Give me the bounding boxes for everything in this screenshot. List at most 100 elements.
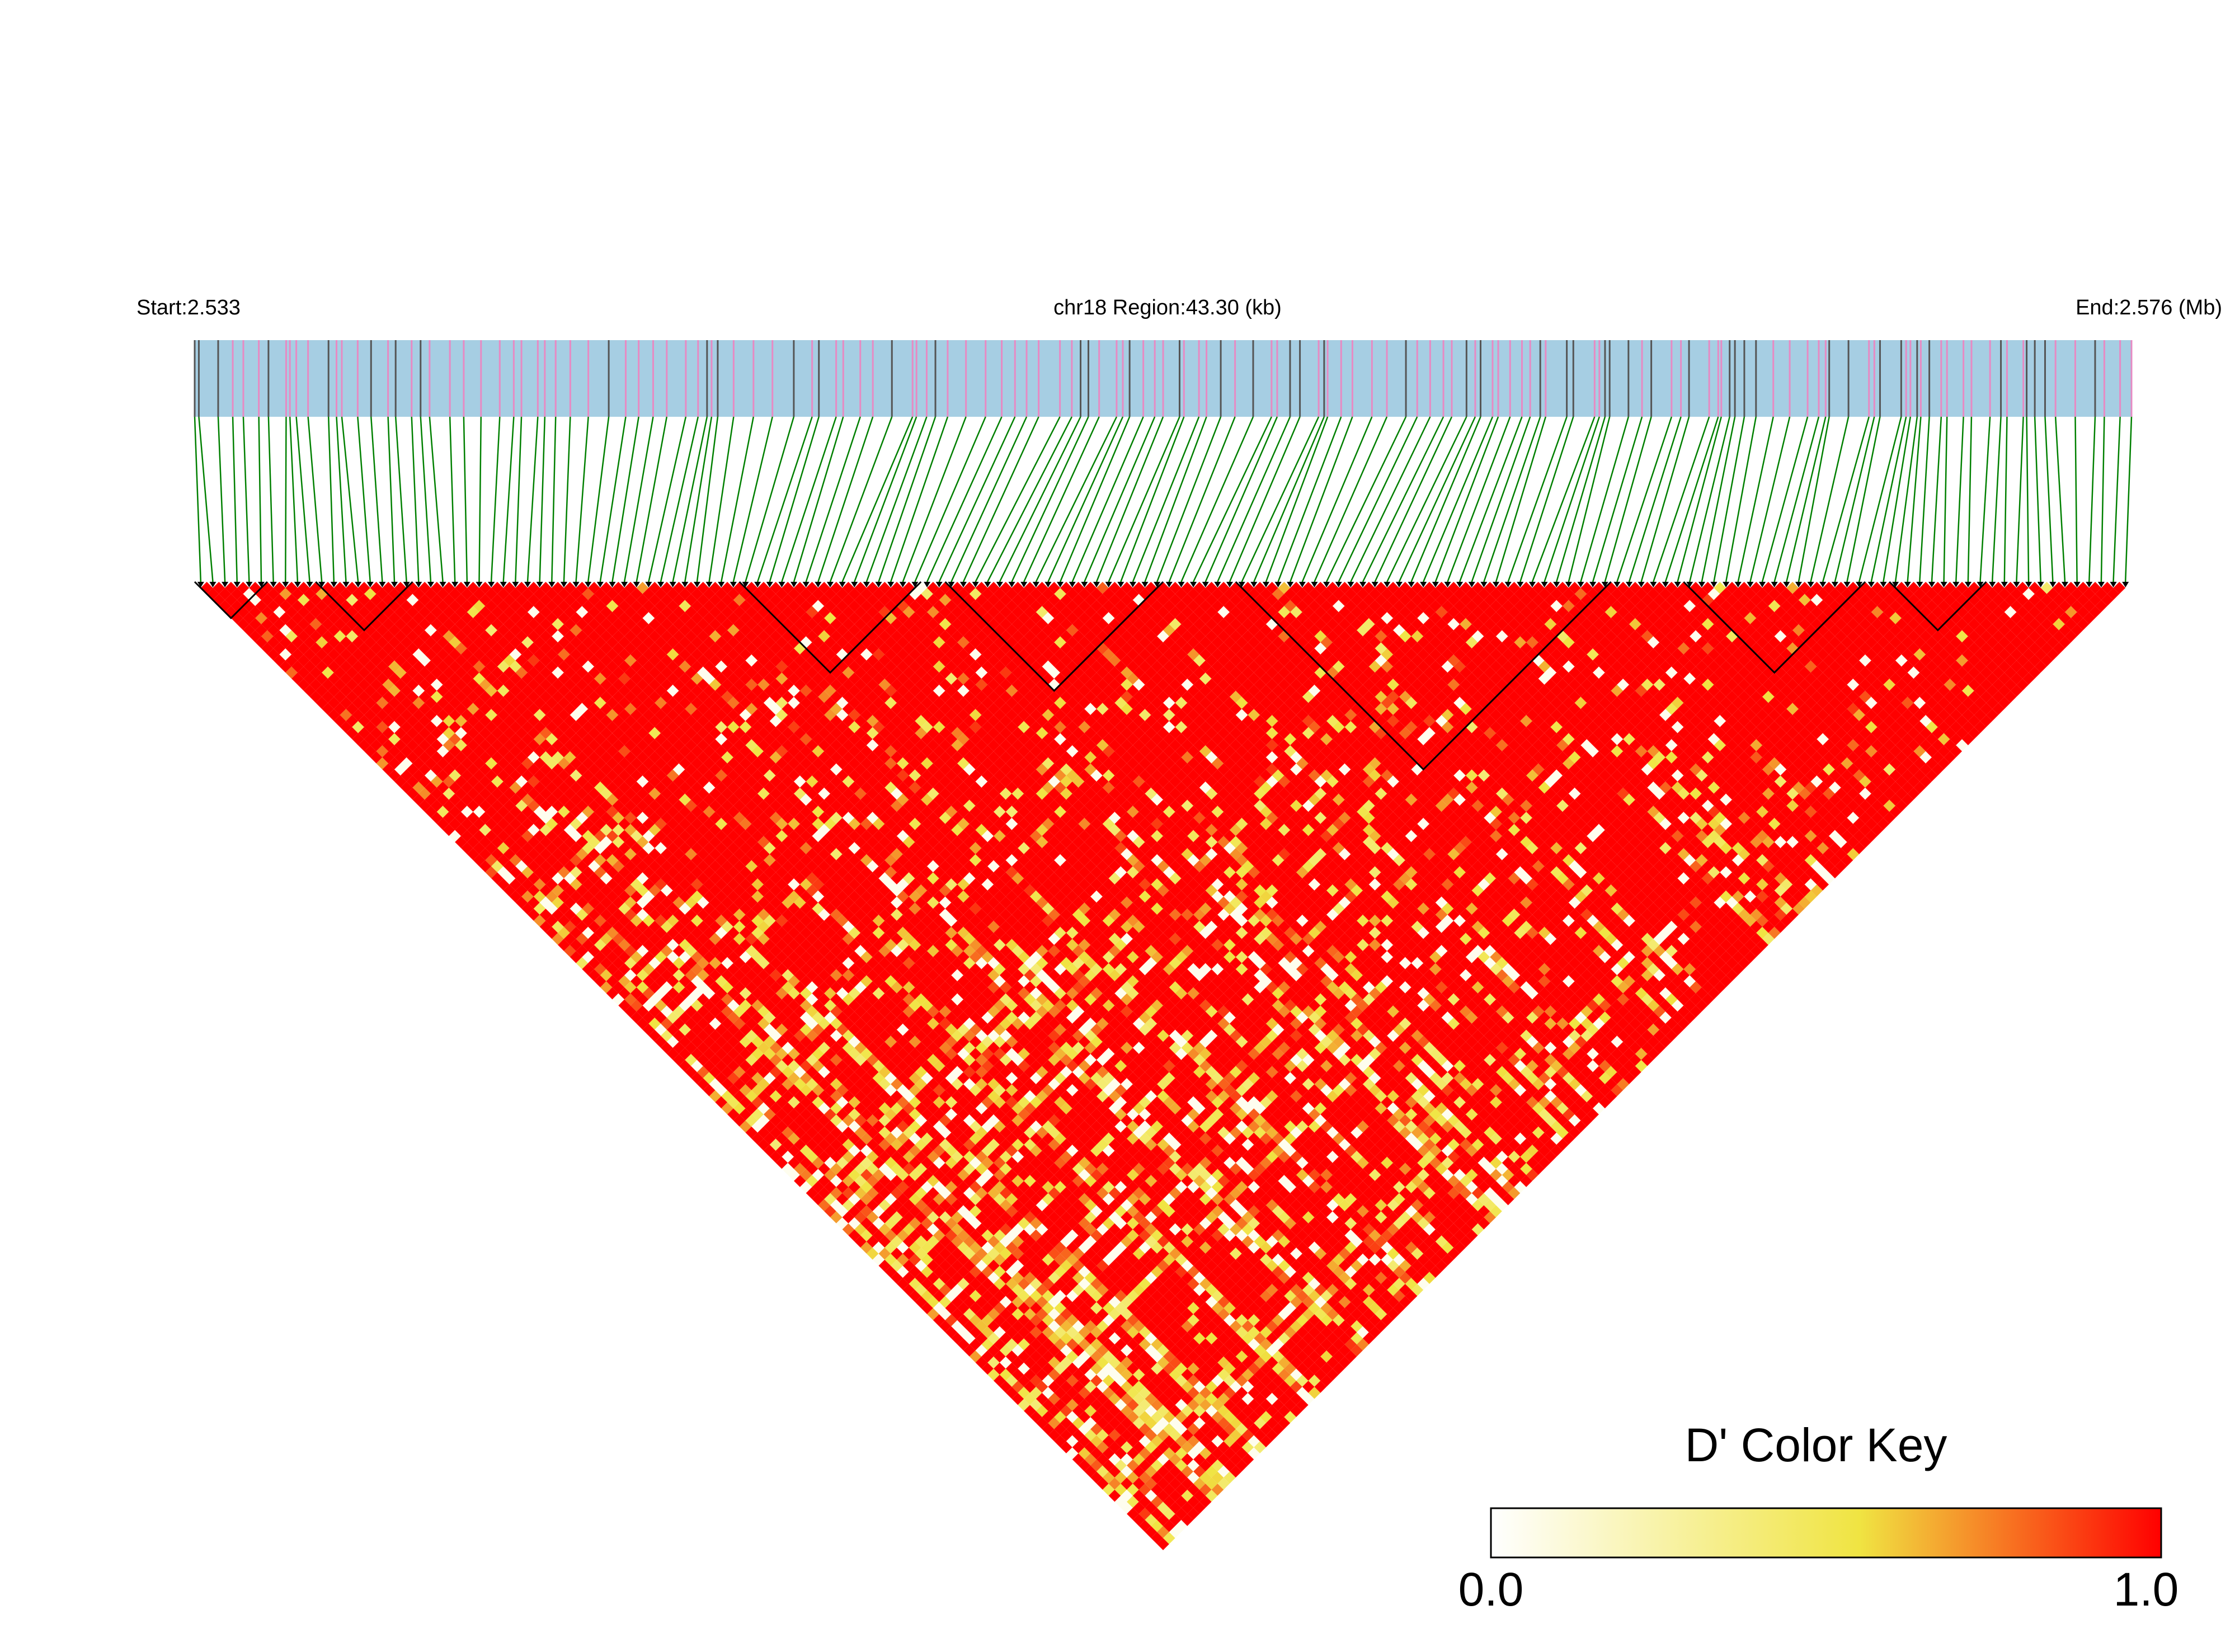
ld-cell	[528, 896, 540, 909]
snp-connector	[914, 416, 986, 582]
snp-connector	[2124, 416, 2133, 582]
ld-cell	[606, 950, 619, 963]
ld-cell	[666, 1048, 679, 1060]
snp-connector	[987, 416, 1072, 582]
snp-connector	[1894, 416, 1918, 582]
snp-marker	[1589, 582, 1597, 587]
snp-marker	[839, 582, 846, 587]
ld-cell	[751, 1108, 764, 1121]
ld-cell	[467, 812, 479, 824]
ld-cell	[297, 654, 310, 667]
ld-cell	[412, 793, 425, 806]
snp-marker	[366, 582, 374, 587]
ld-cell	[491, 812, 504, 824]
ld-cell	[999, 1320, 1012, 1333]
ld-cell	[497, 866, 510, 879]
ld-cell	[999, 1356, 1012, 1369]
ld-cell	[945, 1278, 958, 1290]
snp-marker	[258, 582, 265, 587]
ld-cell	[449, 830, 462, 843]
snp-connector	[756, 416, 813, 582]
snp-marker	[718, 582, 725, 587]
ld-cell	[533, 915, 546, 927]
ld-cell	[994, 1362, 1006, 1375]
ld-cell	[963, 1283, 976, 1296]
snp-connector	[2112, 416, 2121, 582]
ld-cell	[854, 1199, 867, 1212]
snp-connector	[829, 416, 893, 582]
ld-cell	[945, 1302, 958, 1315]
ld-cell	[406, 775, 419, 788]
ld-cell	[430, 812, 443, 824]
ld-cell	[449, 769, 462, 782]
ld-cell	[782, 1102, 794, 1115]
ld-cell	[630, 950, 643, 963]
ld-cell	[1066, 1399, 1079, 1411]
snp-marker	[1541, 582, 1548, 587]
snp-marker	[1674, 582, 1681, 587]
ld-cell	[769, 1138, 782, 1151]
snp-marker	[2086, 582, 2093, 587]
ld-cell	[788, 1156, 800, 1169]
ld-cell	[1005, 1375, 1018, 1387]
ld-cell	[782, 1126, 794, 1139]
ld-cell	[406, 763, 419, 776]
snp-marker	[500, 582, 507, 587]
ld-cell	[418, 751, 431, 764]
ld-cell	[951, 1283, 963, 1296]
ld-cell	[358, 679, 370, 691]
snp-connector	[1737, 416, 1774, 582]
snp-connector	[1713, 416, 1745, 582]
snp-marker	[705, 582, 713, 587]
ld-cell	[951, 1320, 963, 1333]
snp-marker	[1178, 582, 1185, 587]
snp-connector	[267, 416, 274, 582]
ld-cell	[461, 817, 473, 830]
ld-cell	[709, 1042, 722, 1054]
ld-cell	[558, 915, 570, 927]
ld-cell	[824, 1193, 836, 1206]
snp-marker	[1032, 582, 1039, 587]
ld-cell	[316, 648, 328, 661]
ld-cell	[364, 696, 377, 709]
ld-cell	[648, 993, 661, 1006]
ld-cell	[969, 1302, 982, 1315]
ld-cell	[606, 926, 619, 939]
ld-cell	[273, 618, 286, 630]
ld-cell	[655, 975, 667, 987]
snp-marker	[1734, 582, 1742, 587]
ld-cell	[418, 739, 431, 751]
ld-heatmap	[200, 582, 2126, 1550]
ld-cell	[225, 582, 237, 594]
ld-cell	[1084, 1416, 1097, 1429]
ld-cell	[1011, 1344, 1024, 1357]
ld-cell	[1042, 1399, 1055, 1411]
ld-cell	[594, 915, 606, 927]
snp-connector	[411, 416, 420, 582]
ld-cell	[1175, 1508, 1188, 1520]
ld-cell	[1084, 1429, 1097, 1442]
snp-connector	[1846, 416, 1881, 582]
ld-cell	[945, 1326, 958, 1339]
snp-connector	[357, 416, 371, 582]
snp-marker	[209, 582, 217, 587]
ld-cell	[473, 842, 486, 854]
ld-cell	[1005, 1326, 1018, 1339]
ld-cell	[636, 1017, 649, 1030]
snp-marker	[1686, 582, 1693, 587]
snp-marker	[1456, 582, 1464, 587]
ld-cell	[303, 672, 316, 685]
ld-cell	[872, 1217, 885, 1230]
snp-connector	[1023, 416, 1100, 582]
ld-cell	[521, 854, 534, 867]
region-start-label: Start:2.533	[137, 296, 241, 319]
ld-cell	[799, 1132, 812, 1145]
ld-cell	[915, 1283, 928, 1296]
ld-cell	[491, 872, 504, 884]
ld-cell	[340, 660, 352, 673]
ld-cell	[769, 1126, 782, 1139]
ld-cell	[497, 842, 510, 854]
snp-connector	[1507, 416, 1568, 582]
snp-marker	[791, 582, 798, 587]
snp-connector	[1483, 416, 1541, 582]
